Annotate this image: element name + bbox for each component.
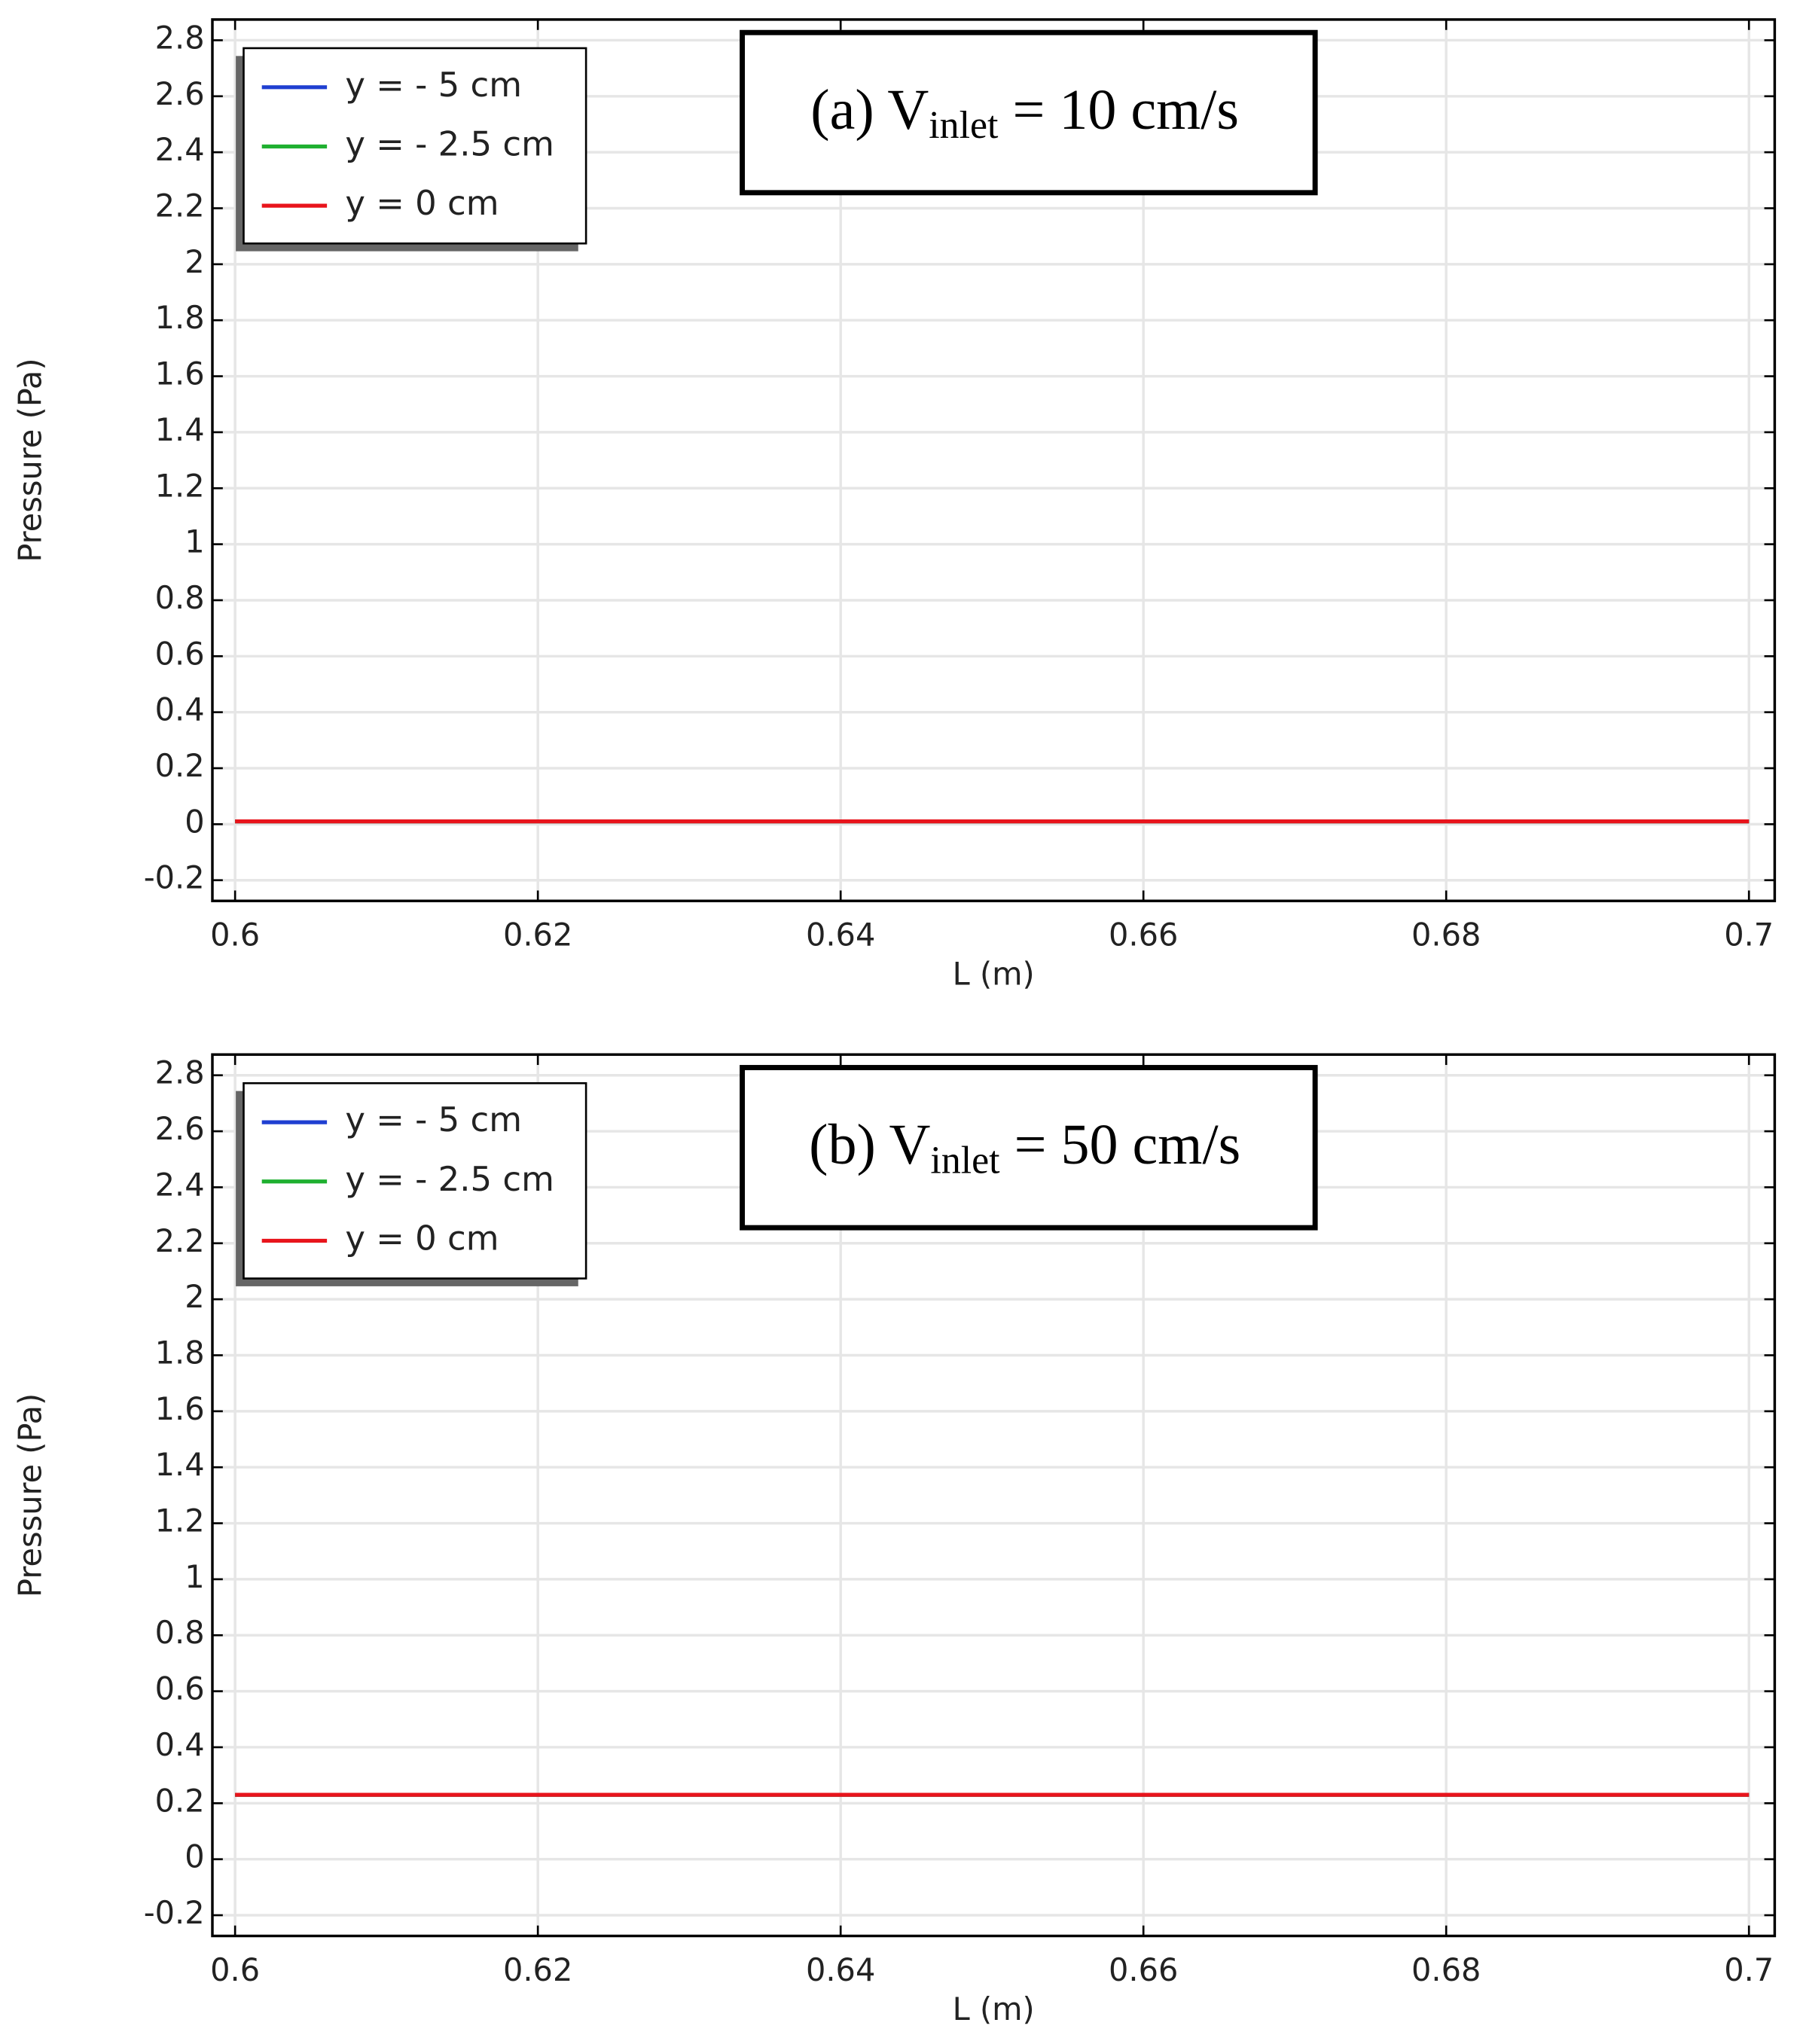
- legend-label: y = 0 cm: [345, 1218, 499, 1258]
- plot-frame: [211, 1053, 1777, 1938]
- y-tick-label: 0.8: [155, 579, 205, 616]
- y-tick-label: 1.2: [155, 467, 205, 504]
- x-tick-label: 0.68: [1411, 917, 1481, 953]
- x-tick-label: 0.6: [210, 917, 260, 953]
- y-tick-label: 0.4: [155, 1726, 205, 1763]
- legend-label: y = - 2.5 cm: [345, 1159, 554, 1199]
- y-tick-label: 2.2: [155, 1222, 205, 1259]
- y-tick-label: 2.6: [155, 1110, 205, 1147]
- legend-label: y = - 5 cm: [345, 1100, 522, 1139]
- y-tick-label: 0.8: [155, 1614, 205, 1651]
- y-tick-label: 0.6: [155, 1670, 205, 1707]
- x-axis-label: L (m): [953, 1991, 1035, 2027]
- x-tick-label: 0.62: [503, 1951, 572, 1988]
- y-tick-label: 2.2: [155, 187, 205, 224]
- y-tick-label: 0.2: [155, 1782, 205, 1819]
- y-tick-label: 1.2: [155, 1502, 205, 1539]
- legend-label: y = - 5 cm: [345, 65, 522, 105]
- legend-label: y = - 2.5 cm: [345, 124, 554, 163]
- y-tick-label: 2.4: [155, 1166, 205, 1203]
- annotation-box: [740, 29, 1318, 196]
- y-tick-label: 2.8: [155, 1054, 205, 1091]
- y-tick-label: -0.2: [144, 1894, 205, 1931]
- x-tick-label: 0.64: [806, 917, 875, 953]
- y-tick-label: 2.4: [155, 131, 205, 168]
- y-tick-label: 2.8: [155, 19, 205, 56]
- y-tick-label: 2: [185, 1278, 204, 1315]
- legend-label: y = 0 cm: [345, 183, 499, 223]
- annotation: (a) Vinlet = 10 cm/s: [810, 78, 1239, 147]
- x-tick-label: 0.7: [1724, 1951, 1774, 1988]
- x-tick-label: 0.6: [210, 1951, 260, 1988]
- y-tick-label: 0.6: [155, 635, 205, 672]
- y-tick-label: 0: [185, 1838, 204, 1875]
- x-tick-label: 0.7: [1724, 917, 1774, 953]
- y-tick-label: 1.6: [155, 355, 205, 392]
- annotation-text: = 10 cm/s: [998, 78, 1239, 142]
- annotation-text: (a) V: [810, 78, 929, 142]
- y-tick-label: 0: [185, 803, 204, 840]
- y-tick-label: 1.4: [155, 1446, 205, 1483]
- annotation-text: (b) V: [809, 1114, 930, 1177]
- chart: -0.2 0 0.2 0.4 0.6 0.8 1 1.2 1.4 1.6 1.8 2 2.2 2.4 2.6…: [11, 1053, 1777, 2027]
- y-tick-label: 1.4: [155, 411, 205, 448]
- x-tick-label: 0.66: [1109, 1951, 1178, 1988]
- y-axis-label: Pressure (Pa): [11, 358, 48, 562]
- x-tick-label: 0.64: [806, 1951, 875, 1988]
- x-tick-label: 0.62: [503, 917, 572, 953]
- y-tick-label: 2: [185, 243, 204, 280]
- plot-frame: [211, 18, 1777, 902]
- x-tick-label: 0.68: [1411, 1951, 1481, 1988]
- y-tick-label: 2.6: [155, 75, 205, 112]
- x-axis-label: L (m): [953, 955, 1035, 992]
- x-tick-label: 0.66: [1109, 917, 1178, 953]
- annotation-text: = 50 cm/s: [1000, 1114, 1241, 1177]
- annotation: (b) Vinlet = 50 cm/s: [809, 1114, 1240, 1182]
- y-tick-label: 1.8: [155, 299, 205, 336]
- y-tick-label: 1: [185, 523, 204, 560]
- annotation-box: [740, 1065, 1318, 1231]
- y-tick-label: 1: [185, 1558, 204, 1595]
- annotation-subscript: inlet: [929, 104, 999, 147]
- y-axis-label: Pressure (Pa): [11, 1393, 48, 1597]
- y-tick-label: 0.2: [155, 747, 205, 784]
- y-tick-label: 1.6: [155, 1390, 205, 1427]
- y-tick-label: -0.2: [144, 859, 205, 896]
- y-tick-label: 1.8: [155, 1334, 205, 1371]
- y-tick-label: 0.4: [155, 691, 205, 728]
- annotation-subscript: inlet: [930, 1139, 1000, 1182]
- chart: -0.2 0 0.2 0.4 0.6 0.8 1 1.2 1.4 1.6 1.8 2 2.2 2.4 2.6…: [11, 18, 1777, 992]
